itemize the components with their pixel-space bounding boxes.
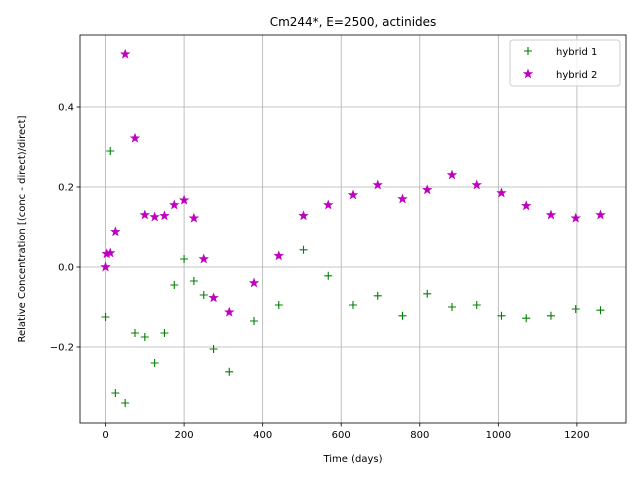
series-layer <box>100 48 606 407</box>
data-point <box>571 305 580 313</box>
data-point <box>209 345 218 353</box>
x-tick-label: 1000 <box>486 430 511 441</box>
y-tick-label: 0.4 <box>58 103 74 114</box>
x-tick-label: 800 <box>410 430 429 441</box>
plot-area <box>80 35 626 423</box>
legend-marker-hybrid-2 <box>522 68 534 79</box>
data-point <box>140 333 149 341</box>
data-point <box>595 209 606 220</box>
data-point <box>521 200 532 211</box>
x-tick-label: 0 <box>102 430 108 441</box>
x-tick-label: 600 <box>332 430 351 441</box>
data-point <box>373 291 382 300</box>
series-hybrid-2 <box>100 48 606 317</box>
y-tick-label: 0.2 <box>58 183 74 194</box>
legend-frame <box>509 39 621 87</box>
plot-frame <box>79 34 627 424</box>
data-point <box>471 179 482 190</box>
data-point <box>149 211 160 222</box>
data-point <box>198 253 209 264</box>
legend-plus-marker <box>524 47 532 55</box>
y-tick-label: 0.0 <box>58 263 74 274</box>
data-point <box>160 329 169 337</box>
chart-title: Cm244*, E=2500, actinides <box>270 15 437 29</box>
data-point <box>130 329 139 337</box>
data-point <box>447 303 456 311</box>
data-point <box>398 311 407 320</box>
x-tick-label: 400 <box>253 430 272 441</box>
data-point <box>570 212 581 223</box>
data-point <box>106 147 115 155</box>
data-point <box>546 311 555 320</box>
data-point <box>250 317 259 325</box>
data-point <box>324 271 333 280</box>
data-point <box>139 209 151 220</box>
data-point <box>274 301 283 309</box>
legend-marker-hybrid-1 <box>524 47 532 55</box>
data-point <box>170 281 179 289</box>
y-axis: −0.2 0.0 0.2 0.4 <box>50 103 80 354</box>
x-axis: 0 200 400 600 800 1000 1200 <box>102 423 590 441</box>
data-point <box>110 226 121 237</box>
legend-label-hybrid-1: hybrid 1 <box>556 47 597 58</box>
y-axis-title: Relative Concentration [(conc - direct)/… <box>17 115 28 342</box>
data-point <box>497 311 506 320</box>
y-tick-label: −0.2 <box>50 343 74 354</box>
data-point <box>225 367 234 376</box>
data-point <box>105 247 116 258</box>
data-point <box>159 210 170 221</box>
data-point <box>100 261 111 272</box>
data-point <box>299 245 308 254</box>
x-tick-label: 200 <box>175 430 194 441</box>
data-point <box>522 314 531 323</box>
legend-star-marker <box>522 68 534 79</box>
data-point <box>596 306 605 315</box>
data-point <box>178 194 190 205</box>
data-point <box>101 313 110 321</box>
x-tick-label: 1200 <box>564 430 589 441</box>
data-point <box>472 301 481 309</box>
data-point <box>129 132 141 143</box>
data-point <box>347 189 359 200</box>
data-point <box>208 292 219 303</box>
data-point <box>169 199 180 210</box>
data-point <box>323 199 334 210</box>
data-point <box>119 48 131 59</box>
legend-label-hybrid-2: hybrid 2 <box>556 70 597 81</box>
data-point <box>446 169 458 180</box>
data-point <box>248 277 260 288</box>
data-point <box>224 306 235 317</box>
data-point <box>545 209 557 220</box>
x-axis-title: Time (days) <box>322 454 382 465</box>
data-point <box>188 212 200 223</box>
data-point <box>349 301 357 309</box>
data-point <box>180 255 189 263</box>
data-point <box>199 291 208 299</box>
data-point <box>496 187 507 198</box>
data-point <box>121 399 130 407</box>
grid <box>80 35 626 423</box>
data-point <box>422 184 433 195</box>
data-point <box>423 289 432 298</box>
series-hybrid-1 <box>101 147 605 407</box>
data-point <box>298 210 309 221</box>
data-point <box>397 193 408 204</box>
data-point <box>372 179 383 190</box>
data-point <box>111 389 120 397</box>
data-point <box>150 359 159 367</box>
legend: hybrid 1 hybrid 2 <box>509 39 621 87</box>
data-point <box>273 250 284 261</box>
data-point <box>189 277 198 285</box>
